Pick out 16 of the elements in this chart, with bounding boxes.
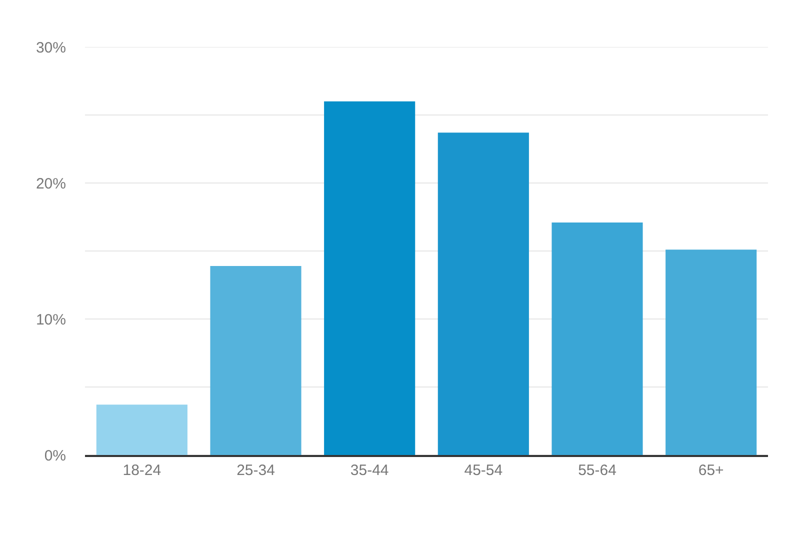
x-tick-label: 25-34 — [236, 462, 275, 479]
x-tick-label: 55-64 — [578, 462, 616, 479]
x-tick-label: 65+ — [698, 462, 724, 479]
bar — [666, 250, 757, 455]
bar — [96, 404, 188, 455]
x-tick-label: 18-24 — [122, 462, 162, 479]
x-tick-label: 35-44 — [350, 462, 389, 479]
bar — [210, 266, 302, 455]
y-tick-label: 10% — [36, 311, 66, 328]
bar — [324, 101, 416, 455]
y-tick-label: 20% — [36, 175, 66, 192]
y-tick-label: 30% — [36, 39, 66, 56]
x-tick-label: 45-54 — [464, 462, 503, 479]
bar — [552, 222, 643, 455]
y-tick-label: 0% — [44, 447, 66, 464]
bar — [438, 132, 529, 455]
